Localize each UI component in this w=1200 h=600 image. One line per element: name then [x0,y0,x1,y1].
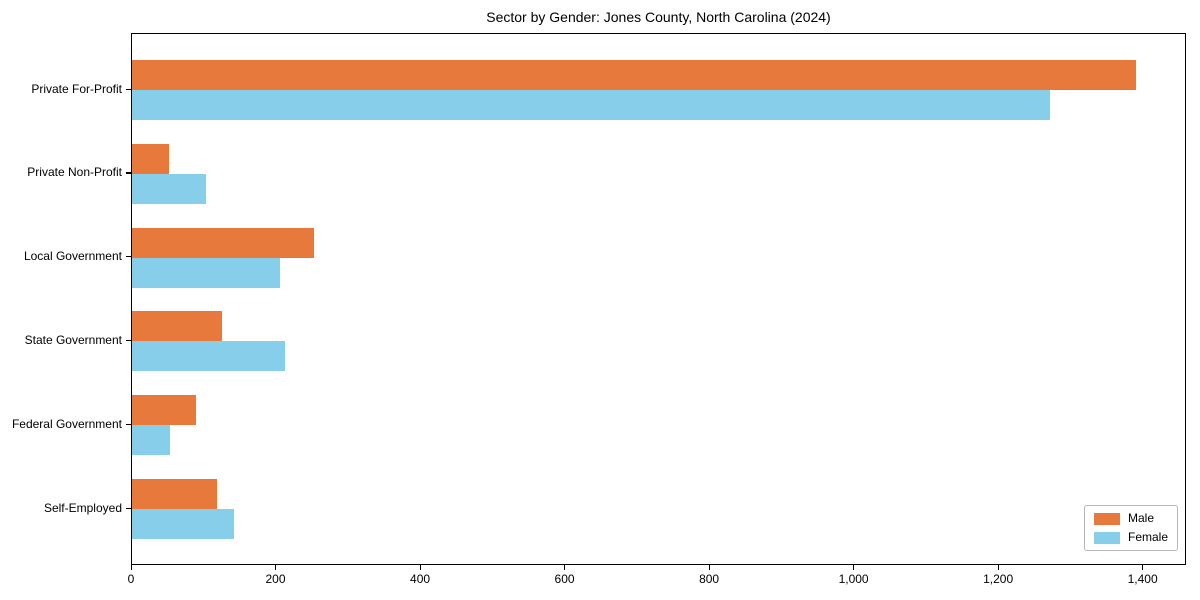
bar-local-government-male [132,227,315,258]
bar-self-employed-female [132,509,234,539]
bar-state-government-male [132,311,223,342]
legend-item-female: Female [1093,530,1168,544]
x-axis-tick [419,565,421,570]
x-axis-tick [130,565,132,570]
bar-state-government-female [132,341,286,372]
x-axis-tick [1142,565,1144,570]
legend-swatch-female [1093,531,1120,544]
y-tick-label-self-employed: Self-Employed [43,500,122,515]
bar-federal-government-male [132,395,196,426]
bar-local-government-female [132,257,281,288]
x-axis-tick [564,565,566,570]
y-tick-label-private-non-profit: Private Non-Profit [27,165,122,180]
y-axis-tick [126,339,131,342]
legend: Male Female [1083,505,1178,551]
legend-label-male: Male [1127,511,1154,525]
x-tick-label: 1,200 [983,572,1014,586]
x-tick-label: 800 [699,572,720,586]
y-axis-tick [126,172,131,174]
y-tick-label-state-government: State Government [24,332,122,347]
bar-self-employed-male [132,479,217,509]
legend-item-male: Male [1093,511,1168,525]
y-tick-label-local-government: Local Government [23,249,122,264]
x-tick-label: 0 [127,572,135,586]
bar-private-for-profit-male [132,60,1137,90]
x-axis-tick [708,565,710,570]
legend-swatch-male [1093,512,1120,525]
plot-area: Male Female [131,33,1186,565]
bar-federal-government-female [132,425,171,456]
y-tick-label-federal-government: Federal Government [11,416,122,431]
x-tick-label: 1,400 [1127,572,1158,586]
chart-title: Sector by Gender: Jones County, North Ca… [486,9,831,25]
x-tick-label: 400 [410,572,431,586]
bar-private-non-profit-female [132,173,206,204]
y-axis-tick [126,507,131,509]
y-axis-tick [126,88,131,90]
y-axis-tick [126,423,131,425]
x-tick-label: 1,000 [838,572,869,586]
bar-private-for-profit-female [132,90,1051,120]
legend-label-female: Female [1127,530,1168,544]
x-axis-tick [275,565,277,570]
x-tick-label: 200 [265,572,286,586]
x-axis-tick [997,565,999,570]
x-tick-label: 600 [554,572,575,586]
bar-private-non-profit-male [132,143,169,174]
x-axis-tick [853,565,855,570]
y-tick-label-private-for-profit: Private For-Profit [31,81,122,96]
y-axis-tick [126,256,131,258]
